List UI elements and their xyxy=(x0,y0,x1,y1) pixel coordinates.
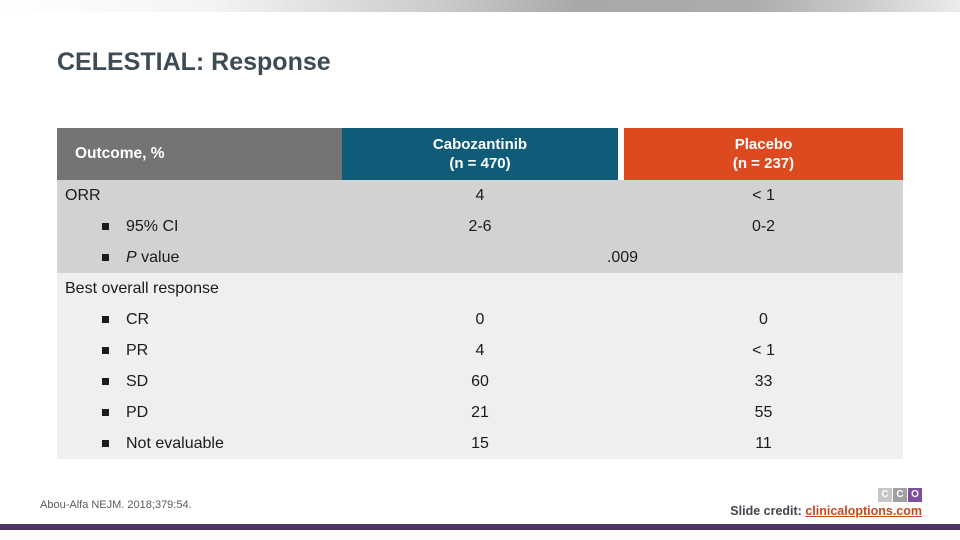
table-row-95ci: 95% CI 2-6 0-2 xyxy=(57,211,903,242)
cell-placebo: 33 xyxy=(754,373,773,390)
header-cell-placebo: Placebo (n = 237) xyxy=(624,128,903,180)
placebo-n: (n = 237) xyxy=(732,155,795,172)
cell-cabozantinib: 4 xyxy=(475,187,485,204)
row-label: value xyxy=(136,248,180,266)
table-row-not-evaluable: Not evaluable 15 11 xyxy=(57,428,903,459)
clinicaloptions-link[interactable]: clinicaloptions.com xyxy=(805,504,922,518)
below-bar-area xyxy=(0,530,960,540)
square-bullet-icon xyxy=(102,378,109,385)
square-bullet-icon xyxy=(102,254,109,261)
logo-letter-c2: C xyxy=(893,488,907,502)
table-row-best-overall-response: Best overall response xyxy=(57,273,903,304)
cell-merged-pvalue: .009 xyxy=(606,249,639,266)
cell-cabozantinib: 2-6 xyxy=(468,218,492,235)
row-label: PR xyxy=(126,341,149,359)
cell-cabozantinib: 0 xyxy=(475,311,485,328)
response-table: Outcome, % Cabozantinib (n = 470) Placeb… xyxy=(57,128,903,459)
credit-block: C C O Slide credit: clinicaloptions.com xyxy=(730,488,922,518)
square-bullet-icon xyxy=(102,347,109,354)
table-row-orr: ORR 4 < 1 xyxy=(57,180,903,211)
row-label-italic: P xyxy=(126,248,137,266)
row-label: PD xyxy=(126,403,149,421)
row-label: Not evaluable xyxy=(126,434,224,452)
cell-cabozantinib: 60 xyxy=(471,373,489,390)
square-bullet-icon xyxy=(102,223,109,230)
table-row-pd: PD 21 55 xyxy=(57,397,903,428)
row-label: 95% CI xyxy=(126,217,179,235)
table-row-sd: SD 60 33 xyxy=(57,366,903,397)
page-title: CELESTIAL: Response xyxy=(57,48,331,76)
cell-placebo: 0 xyxy=(759,311,768,328)
header-cell-cabozantinib: Cabozantinib (n = 470) xyxy=(342,128,618,180)
reference-citation: Abou-Alfa NEJM. 2018;379:54. xyxy=(40,499,192,511)
cell-placebo: 55 xyxy=(754,404,773,421)
table-row-pr: PR 4 < 1 xyxy=(57,335,903,366)
row-label: CR xyxy=(126,310,150,328)
logo-letter-o: O xyxy=(908,488,922,502)
table-row-pvalue: P value .009 xyxy=(57,242,903,273)
cco-logo-icon: C C O xyxy=(730,488,922,502)
header-cell-outcome: Outcome, % xyxy=(57,128,342,180)
square-bullet-icon xyxy=(102,316,109,323)
cabozantinib-name: Cabozantinib xyxy=(432,136,528,153)
cabozantinib-n: (n = 470) xyxy=(449,155,511,172)
row-label: Best overall response xyxy=(65,279,219,297)
row-label: SD xyxy=(126,372,149,390)
row-label: ORR xyxy=(65,186,101,204)
cell-cabozantinib: 4 xyxy=(475,342,485,359)
table-header-row: Outcome, % Cabozantinib (n = 470) Placeb… xyxy=(57,128,903,180)
top-gradient-strip xyxy=(0,0,960,12)
table-row-cr: CR 0 0 xyxy=(57,304,903,335)
placebo-name: Placebo xyxy=(734,136,793,153)
cell-cabozantinib: 21 xyxy=(471,404,489,421)
square-bullet-icon xyxy=(102,409,109,416)
bottom-accent-bar xyxy=(0,524,960,530)
slide-credit-label: Slide credit: xyxy=(730,504,806,518)
square-bullet-icon xyxy=(102,440,109,447)
cell-placebo: < 1 xyxy=(752,342,775,359)
logo-letter-c1: C xyxy=(878,488,892,502)
cell-cabozantinib: 15 xyxy=(471,435,489,452)
cell-placebo: < 1 xyxy=(752,187,775,204)
cell-placebo: 0-2 xyxy=(751,218,776,235)
header-gap xyxy=(618,128,624,180)
cell-placebo: 11 xyxy=(755,435,772,452)
